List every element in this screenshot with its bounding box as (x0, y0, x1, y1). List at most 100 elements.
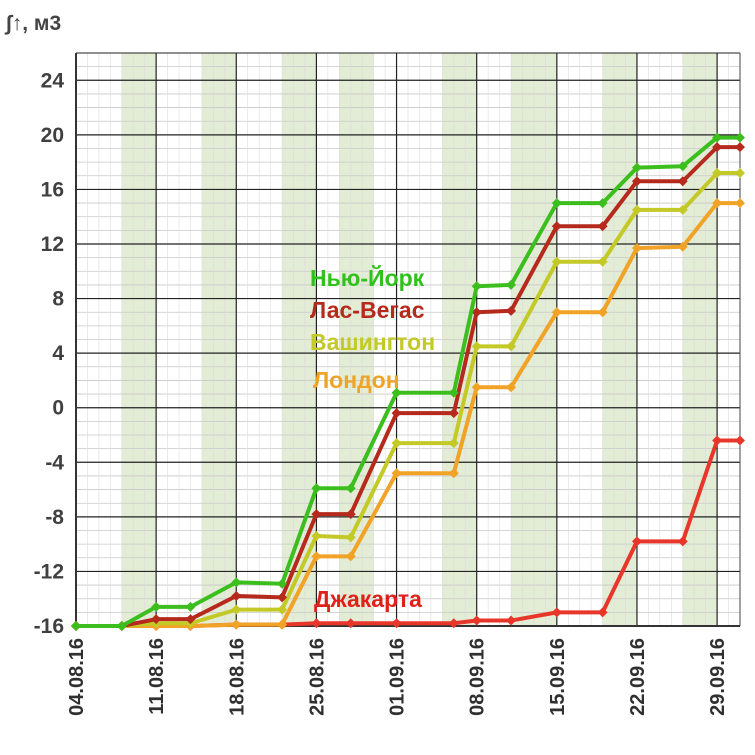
y-tick-label: 24 (41, 69, 65, 92)
data-point (391, 387, 402, 398)
data-point (677, 161, 688, 172)
y-tick-label: -4 (45, 451, 64, 474)
data-point (631, 243, 642, 254)
data-point (631, 162, 642, 173)
data-point (551, 607, 562, 618)
x-tick-label: 25.08.16 (306, 638, 328, 716)
series-label-las-vegas: Лас-Вегас (310, 297, 425, 323)
data-point (506, 615, 517, 626)
data-point (471, 281, 482, 292)
data-point (677, 536, 688, 547)
y-axis-label: ∫↑, м3 (4, 12, 61, 35)
data-point (597, 198, 608, 209)
data-point (448, 438, 459, 449)
data-point (185, 601, 196, 612)
data-point (506, 341, 517, 352)
y-tick-label: 8 (52, 288, 64, 311)
series-label-washington: Вашингтон (310, 329, 435, 355)
x-tick-label: 22.09.16 (627, 638, 649, 716)
data-point (448, 387, 459, 398)
y-tick-label: -8 (45, 506, 64, 529)
y-tick-label: 16 (41, 178, 64, 201)
data-point (551, 256, 562, 267)
data-point (231, 577, 242, 588)
data-point (71, 621, 81, 631)
series-label-new-york: Нью-Йорк (310, 264, 425, 291)
data-point (597, 256, 608, 267)
series-lines (71, 132, 745, 631)
data-point (185, 614, 196, 625)
data-point (311, 551, 322, 562)
data-point (506, 305, 517, 316)
data-point (735, 198, 745, 209)
data-point (277, 619, 288, 630)
data-point (712, 198, 723, 209)
y-tick-label: -12 (34, 560, 64, 583)
data-point (311, 483, 322, 494)
data-point (735, 132, 745, 143)
data-point (631, 176, 642, 187)
data-point (597, 221, 608, 232)
series-label-london: Лондон (313, 367, 400, 393)
data-point (506, 382, 517, 393)
y-tick-label: -16 (34, 615, 64, 638)
data-point (677, 176, 688, 187)
data-point (151, 601, 162, 612)
data-point (391, 408, 402, 419)
data-point (231, 604, 242, 615)
data-point (345, 618, 356, 629)
data-point (597, 607, 608, 618)
series-label-jakarta: Джакарта (314, 586, 422, 612)
series-line-3 (76, 201, 740, 628)
x-tick-label: 08.09.16 (467, 638, 489, 716)
data-point (551, 307, 562, 318)
data-point (391, 618, 402, 629)
data-point (231, 619, 242, 630)
x-tick-label: 04.08.16 (66, 638, 88, 716)
data-point (551, 221, 562, 232)
series-line-1 (76, 145, 740, 628)
data-point (151, 614, 162, 625)
data-point (116, 621, 127, 631)
x-tick-label: 15.09.16 (547, 638, 569, 716)
y-tick-labels: -16 -12 -8 -4 0 4 8 12 16 20 24 (34, 69, 65, 638)
data-point (677, 204, 688, 215)
series-line-2 (76, 171, 740, 628)
data-point (712, 132, 723, 143)
data-point (471, 382, 482, 393)
data-point (277, 578, 288, 589)
y-tick-label: 20 (41, 124, 64, 147)
x-tick-label: 11.08.16 (146, 638, 168, 715)
data-point (471, 307, 482, 318)
data-point (735, 435, 745, 446)
data-point (735, 168, 745, 179)
data-point (631, 204, 642, 215)
y-tick-label: 4 (52, 342, 64, 365)
data-point (277, 592, 288, 603)
data-point (631, 536, 642, 547)
series-line-0 (76, 135, 740, 628)
data-point (448, 618, 459, 629)
major-gridlines (75, 52, 740, 627)
data-point (712, 168, 723, 179)
y-tick-label: 12 (41, 233, 64, 256)
data-point (712, 435, 723, 446)
data-point (391, 468, 402, 479)
x-tick-label: 29.09.16 (707, 638, 729, 716)
data-point (277, 604, 288, 615)
data-point (735, 142, 745, 153)
data-point (345, 509, 356, 520)
x-tick-label: 18.08.16 (226, 638, 248, 716)
data-point (345, 483, 356, 494)
data-point (391, 438, 402, 449)
series-labels: Нью-Йорк Лас-Вегас Вашингтон Лондон Джак… (310, 264, 435, 612)
data-point (345, 532, 356, 543)
x-tick-labels: 04.08.16 11.08.16 18.08.16 25.08.16 01.09.16… (66, 638, 729, 716)
y-tick-label: 0 (52, 397, 64, 420)
data-point (311, 530, 322, 541)
data-point (311, 509, 322, 520)
data-point (506, 279, 517, 290)
data-point (448, 408, 459, 419)
data-point (597, 307, 608, 318)
